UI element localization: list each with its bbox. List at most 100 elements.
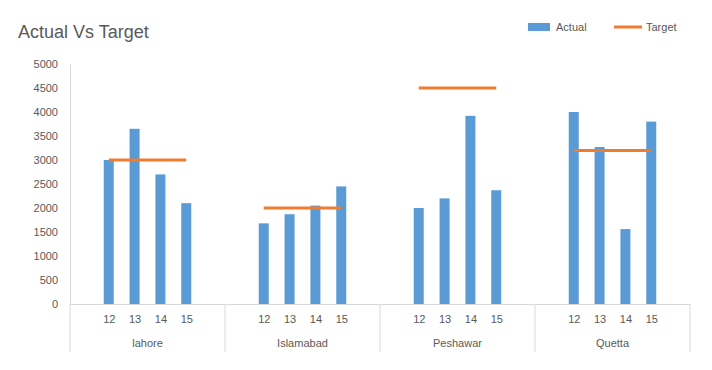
- y-tick-label: 3500: [34, 130, 58, 142]
- plot-area: [104, 88, 657, 304]
- x-tick: 12: [103, 304, 115, 325]
- x-tick: 13: [284, 304, 296, 325]
- y-tick: 3000: [34, 154, 70, 166]
- y-tick-label: 5000: [34, 58, 58, 70]
- bar: [130, 129, 140, 304]
- x-tick: 14: [465, 304, 477, 325]
- x-tick-label: 13: [284, 313, 296, 325]
- legend-swatch: [614, 26, 642, 29]
- y-tick-label: 0: [52, 298, 58, 310]
- x-axis-line: [536, 304, 691, 305]
- y-tick: 0: [52, 298, 70, 310]
- x-axis-line: [381, 304, 536, 305]
- group-label: lahore: [132, 337, 163, 349]
- y-tick: 4500: [34, 82, 70, 94]
- chart: Actual Vs Target 0 500 1000 1500 2000 2500 3000…: [0, 0, 712, 370]
- group-label: Islamabad: [277, 337, 328, 349]
- y-tick: 3500: [34, 130, 70, 142]
- target-line: [574, 149, 652, 152]
- bar: [440, 198, 450, 304]
- group-separator: [380, 304, 381, 352]
- x-tick-label: 13: [129, 313, 141, 325]
- legend-item: Target: [614, 21, 677, 33]
- group-label: Quetta: [596, 337, 630, 349]
- x-tick-label: 15: [336, 313, 348, 325]
- y-axis: 0 500 1000 1500 2000 2500 3000 3500 4000 4500 5000: [34, 58, 71, 310]
- x-tick-label: 14: [155, 313, 167, 325]
- x-tick-label: 13: [439, 313, 451, 325]
- legend-label: Target: [646, 21, 677, 33]
- bar: [620, 229, 630, 304]
- y-tick-label: 3000: [34, 154, 58, 166]
- group-separator: [70, 304, 71, 352]
- x-axis-line: [71, 304, 226, 305]
- x-tick-label: 14: [310, 313, 322, 325]
- x-tick: 15: [491, 304, 503, 325]
- x-tick: 12: [258, 304, 270, 325]
- bar: [310, 206, 320, 304]
- bar: [491, 190, 501, 304]
- bar: [259, 223, 269, 304]
- y-tick-label: 1000: [34, 250, 58, 262]
- x-tick-label: 13: [594, 313, 606, 325]
- x-tick-label: 12: [258, 313, 270, 325]
- bar: [155, 174, 165, 304]
- bar: [336, 186, 346, 304]
- x-tick: 14: [155, 304, 167, 325]
- x-axis-line: [226, 304, 381, 305]
- legend: Actual Target: [528, 21, 677, 33]
- bar: [465, 116, 475, 304]
- y-tick-label: 1500: [34, 226, 58, 238]
- y-tick-label: 4500: [34, 82, 58, 94]
- x-tick-label: 14: [620, 313, 632, 325]
- x-tick-label: 12: [103, 313, 115, 325]
- y-tick-label: 2000: [34, 202, 58, 214]
- x-tick: 13: [594, 304, 606, 325]
- bar: [569, 112, 579, 304]
- group-separator: [535, 304, 536, 352]
- x-tick-label: 15: [181, 313, 193, 325]
- x-tick: 14: [620, 304, 632, 325]
- x-tick: 15: [646, 304, 658, 325]
- title: Actual Vs Target: [18, 22, 149, 42]
- y-axis-line: [70, 65, 71, 305]
- y-tick: 5000: [34, 58, 70, 70]
- y-tick: 2000: [34, 202, 70, 214]
- x-tick: 12: [413, 304, 425, 325]
- y-tick-label: 2500: [34, 178, 58, 190]
- group-separator: [225, 304, 226, 352]
- bar: [285, 214, 295, 304]
- legend-swatch: [528, 23, 550, 31]
- x-axis: 12 13 14 15 lahore 12 13 14 15 Islamabad 12 13 14 15 P…: [70, 304, 691, 352]
- x-axis-group: 12 13 14 15 lahore: [71, 304, 226, 349]
- bar: [104, 160, 114, 304]
- x-tick: 15: [336, 304, 348, 325]
- x-tick: 13: [129, 304, 141, 325]
- target-line: [419, 87, 497, 90]
- y-tick: 4000: [34, 106, 70, 118]
- y-tick-label: 500: [40, 274, 58, 286]
- target-line: [109, 159, 187, 162]
- bar: [414, 208, 424, 304]
- y-tick-label: 4000: [34, 106, 58, 118]
- x-tick-label: 15: [646, 313, 658, 325]
- x-tick: 12: [568, 304, 580, 325]
- bar: [181, 203, 191, 304]
- x-axis-group: 12 13 14 15 Quetta: [536, 304, 691, 349]
- y-tick: 2500: [34, 178, 70, 190]
- x-tick: 15: [181, 304, 193, 325]
- y-tick: 500: [40, 274, 70, 286]
- x-tick-label: 14: [465, 313, 477, 325]
- legend-item: Actual: [528, 21, 587, 33]
- x-tick-label: 12: [568, 313, 580, 325]
- x-tick: 13: [439, 304, 451, 325]
- bar: [595, 147, 605, 304]
- x-tick: 14: [310, 304, 322, 325]
- y-tick: 1500: [34, 226, 70, 238]
- y-tick: 1000: [34, 250, 70, 262]
- x-axis-group: 12 13 14 15 Islamabad: [226, 304, 381, 349]
- x-axis-group: 12 13 14 15 Peshawar: [381, 304, 536, 349]
- x-tick-label: 15: [491, 313, 503, 325]
- legend-label: Actual: [556, 21, 587, 33]
- group-label: Peshawar: [433, 337, 482, 349]
